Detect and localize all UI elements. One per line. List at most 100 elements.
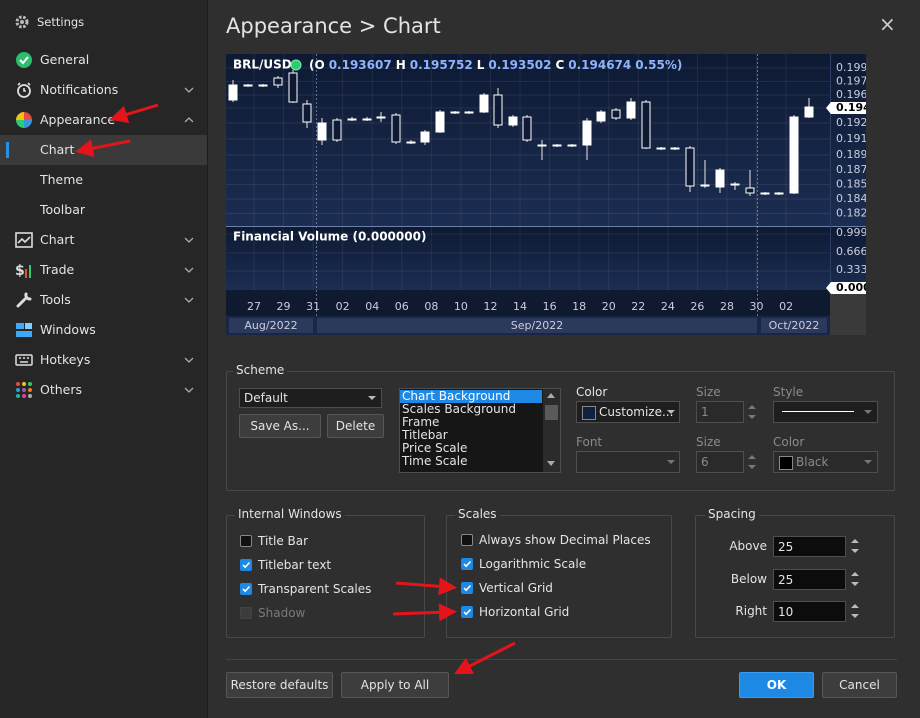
price-scale-label: 0.192773 bbox=[836, 116, 866, 129]
checkbox-label: Shadow bbox=[258, 605, 306, 620]
path bbox=[184, 117, 194, 123]
nav-tools[interactable]: Tools bbox=[0, 285, 207, 315]
circle bbox=[17, 84, 31, 98]
font-dropdown[interactable] bbox=[576, 451, 680, 473]
list-item[interactable]: Frame bbox=[402, 415, 440, 429]
abs bbox=[582, 406, 596, 420]
candle-body bbox=[567, 144, 577, 147]
scrollbar[interactable] bbox=[543, 389, 560, 472]
ic bbox=[16, 112, 32, 128]
date-label: 06 bbox=[395, 300, 409, 313]
date-label: 31 bbox=[306, 300, 320, 313]
spinner[interactable] bbox=[851, 602, 859, 620]
size-label: Size bbox=[696, 385, 721, 399]
checkbox[interactable] bbox=[240, 582, 252, 595]
date-label: 04 bbox=[365, 300, 379, 313]
t: General bbox=[40, 52, 90, 67]
path bbox=[17, 82, 31, 92]
nav-appearance-theme[interactable]: Theme bbox=[0, 165, 207, 195]
restore-defaults-button[interactable]: Restore defaults bbox=[226, 672, 333, 698]
style-dropdown[interactable] bbox=[773, 401, 878, 423]
spacing-input[interactable]: 25 bbox=[773, 536, 846, 557]
circle bbox=[16, 52, 32, 68]
checkbox[interactable] bbox=[461, 605, 473, 618]
font-size-spinner[interactable] bbox=[748, 453, 756, 471]
nav-appearance[interactable]: Appearance bbox=[0, 105, 207, 135]
nav-general[interactable]: General bbox=[0, 45, 207, 75]
font-label: Font bbox=[576, 435, 603, 449]
sidebar-title: Settings bbox=[37, 15, 85, 29]
font-color-dropdown[interactable]: Black bbox=[773, 451, 878, 473]
nav-chart[interactable]: Chart bbox=[0, 225, 207, 255]
abs bbox=[864, 410, 872, 414]
font-size-input[interactable]: 6 bbox=[696, 451, 744, 473]
path bbox=[547, 461, 555, 466]
spinner[interactable] bbox=[851, 537, 859, 555]
preset-dropdown[interactable]: Default bbox=[239, 388, 382, 408]
size-spinner[interactable] bbox=[748, 403, 756, 421]
group-title: Scheme bbox=[233, 363, 288, 377]
rect bbox=[830, 290, 866, 335]
spacing-input[interactable]: 25 bbox=[773, 569, 846, 590]
apply-to-all-button[interactable]: Apply to All bbox=[341, 672, 449, 698]
candle-body bbox=[715, 169, 725, 188]
abs: Black bbox=[796, 455, 829, 469]
save-as-button[interactable]: Save As... bbox=[239, 414, 321, 438]
nav-hotkeys[interactable]: Hotkeys bbox=[0, 345, 207, 375]
month-label: Sep/2022 bbox=[511, 319, 563, 332]
t: Toolbar bbox=[40, 202, 86, 217]
spacing-group bbox=[695, 515, 895, 638]
date-label: 26 bbox=[690, 300, 704, 313]
candle-body bbox=[789, 116, 799, 194]
price-scale-label: 0.184168 bbox=[836, 192, 866, 205]
price-scale-label: 0.191052 bbox=[836, 132, 866, 145]
chart-preview: BRL/USD (O 0.193607 H 0.195752 L 0.193502 C 0.1… bbox=[226, 54, 866, 335]
candle-body bbox=[420, 131, 430, 143]
ok-button[interactable]: OK bbox=[739, 672, 814, 698]
chev bbox=[184, 237, 194, 243]
list-item[interactable]: Price Scale bbox=[402, 441, 468, 455]
spacing-value: 25 bbox=[778, 573, 794, 587]
list-item[interactable]: Time Scale bbox=[402, 454, 468, 468]
price-scale-label: 0.197936 bbox=[836, 75, 866, 88]
circle bbox=[28, 382, 32, 386]
spinner[interactable] bbox=[851, 570, 859, 588]
delete-button[interactable]: Delete bbox=[327, 414, 384, 438]
abs: 6 bbox=[701, 455, 709, 469]
size-input[interactable]: 1 bbox=[696, 401, 744, 423]
checkbox[interactable] bbox=[240, 535, 252, 547]
list-item[interactable]: Titlebar bbox=[402, 428, 448, 442]
checkbox[interactable] bbox=[240, 558, 252, 571]
rect bbox=[25, 323, 32, 329]
spacing-input[interactable]: 10 bbox=[773, 601, 846, 622]
nav-notifications[interactable]: Notifications bbox=[0, 75, 207, 105]
symbol: BRL/USD bbox=[233, 58, 292, 72]
g bbox=[226, 54, 830, 290]
checkbox[interactable] bbox=[461, 581, 473, 594]
color-dropdown[interactable]: Customize... bbox=[576, 401, 680, 423]
close-button[interactable]: × bbox=[879, 12, 896, 36]
element-list[interactable]: Chart Background Scales Background Frame Ti… bbox=[399, 388, 561, 473]
checkbox-label: Horizontal Grid bbox=[479, 604, 570, 619]
volume-title: Financial Volume (0.000000) bbox=[233, 230, 426, 244]
nav-trade[interactable]: $ Trade bbox=[0, 255, 207, 285]
cancel-button[interactable]: Cancel bbox=[822, 672, 897, 698]
spacing-value: 25 bbox=[778, 540, 794, 554]
nav-appearance-toolbar[interactable]: Toolbar bbox=[0, 195, 207, 225]
checkbox[interactable] bbox=[461, 557, 473, 570]
checkbox[interactable] bbox=[461, 534, 473, 546]
date-label: 02 bbox=[779, 300, 793, 313]
check-mark bbox=[242, 561, 251, 569]
list-item[interactable]: Scales Background bbox=[402, 402, 516, 416]
circle bbox=[20, 20, 24, 24]
candle-body bbox=[522, 116, 532, 141]
nav-appearance-chart[interactable]: Chart bbox=[0, 135, 207, 165]
nav-others[interactable]: Others bbox=[0, 375, 207, 405]
quote-value: 0.195752 bbox=[410, 58, 473, 72]
date-label: 20 bbox=[602, 300, 616, 313]
abs bbox=[667, 410, 675, 414]
nav-windows[interactable]: Windows bbox=[0, 315, 207, 345]
path bbox=[242, 585, 251, 593]
list-item[interactable]: Chart Background bbox=[400, 390, 542, 403]
